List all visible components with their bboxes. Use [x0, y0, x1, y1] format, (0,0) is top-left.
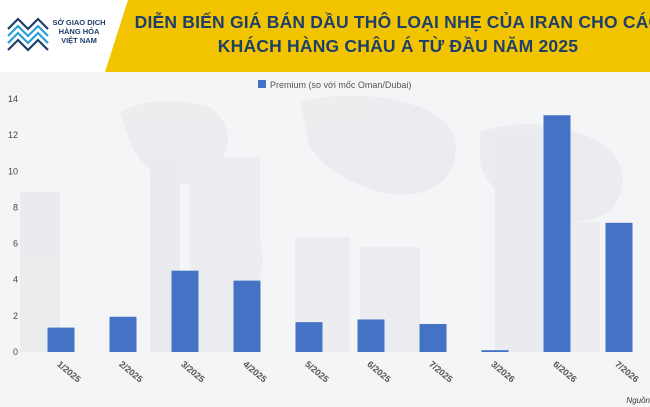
bar-6-2025 — [357, 319, 385, 352]
x-tick-label: 1/2025 — [55, 359, 83, 384]
bar-1-2025 — [47, 327, 75, 352]
title-line-2: KHÁCH HÀNG CHÂU Á TỪ ĐẦU NĂM 2025 — [217, 36, 579, 56]
chart-area: Premium (so với mốc Oman/Dubai) 0 2 4 6 8 10 1… — [0, 72, 650, 407]
source-note: Nguồn — [626, 396, 650, 405]
x-tick-label: 7/2026 — [613, 359, 641, 384]
title-line-1: DIỄN BIẾN GIÁ BÁN DẦU THÔ LOẠI NHẸ CỦA I… — [134, 12, 650, 32]
x-tick-label: 2/2025 — [117, 359, 145, 384]
x-tick-label: 6/2025 — [365, 359, 393, 384]
y-tick-label: 6 — [13, 239, 18, 249]
x-tick-label: 4/2025 — [241, 359, 269, 384]
y-tick-label: 2 — [13, 311, 18, 321]
bar-4-2025 — [233, 280, 261, 352]
logo-line: HÀNG HÓA — [58, 27, 100, 36]
background-decoration — [20, 95, 623, 352]
x-tick-label: 5/2025 — [303, 359, 331, 384]
page-title: DIỄN BIẾN GIÁ BÁN DẦU THÔ LOẠI NHẸ CỦA I… — [118, 10, 650, 58]
y-tick-label: 4 — [13, 275, 18, 285]
bar-7-2025 — [419, 323, 447, 352]
legend: Premium (so với mốc Oman/Dubai) — [258, 80, 411, 90]
logo-icon — [7, 17, 49, 52]
bar-chart: Premium (so với mốc Oman/Dubai) 0 2 4 6 8 10 1… — [8, 80, 641, 384]
y-tick-label: 0 — [13, 347, 18, 357]
x-tick-label: 7/2025 — [427, 359, 455, 384]
bar-2-2025 — [109, 316, 137, 352]
x-tick-label: 6/2026 — [551, 359, 579, 384]
bar-6-2026 — [543, 115, 571, 352]
y-tick-label: 12 — [8, 130, 18, 140]
y-tick-label: 14 — [8, 94, 18, 104]
y-tick-label: 10 — [8, 166, 18, 176]
bar-5-2025 — [295, 322, 323, 352]
logo: SỞ GIAO DỊCH HÀNG HÓA VIỆT NAM — [0, 0, 128, 72]
bar-7-2026 — [605, 222, 633, 352]
legend-label: Premium (so với mốc Oman/Dubai) — [270, 80, 411, 90]
y-axis: 0 2 4 6 8 10 12 14 — [8, 94, 18, 357]
bar-3-2025 — [171, 270, 199, 352]
logo-text: SỞ GIAO DỊCH HÀNG HÓA VIỆT NAM — [50, 18, 108, 45]
bar-3-2026 — [481, 350, 509, 352]
logo-line: SỞ GIAO DỊCH — [52, 18, 106, 27]
legend-swatch — [258, 80, 266, 88]
logo-line: VIỆT NAM — [61, 36, 97, 45]
bars — [47, 115, 633, 352]
header-banner: SỞ GIAO DỊCH HÀNG HÓA VIỆT NAM DIỄN BIẾN… — [0, 0, 650, 72]
x-axis: 1/2025 2/2025 3/2025 4/2025 5/2025 6/2025 7/20… — [55, 359, 641, 384]
x-tick-label: 3/2025 — [179, 359, 207, 384]
y-tick-label: 8 — [13, 202, 18, 212]
x-tick-label: 3/2026 — [489, 359, 517, 384]
